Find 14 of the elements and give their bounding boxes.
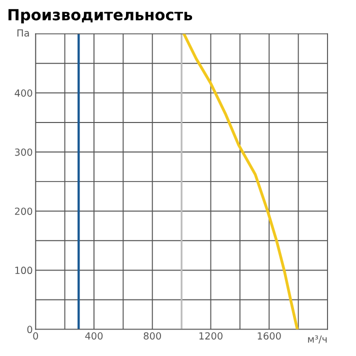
y-tick-label: 0 <box>27 326 32 334</box>
y-tick-label: 400 <box>14 89 32 97</box>
y-axis-title: Па <box>17 29 29 37</box>
x-axis-title: м³/ч <box>308 335 327 344</box>
chart-title: Производительность <box>8 9 192 24</box>
x-tick-label: 400 <box>85 332 103 340</box>
x-tick-label: 800 <box>144 332 161 340</box>
y-tick-label: 200 <box>14 208 32 215</box>
y-tick-label: 300 <box>15 148 32 156</box>
x-tick-label: 1200 <box>199 332 222 340</box>
line-series <box>182 34 299 330</box>
y-tick-label: 100 <box>15 266 32 274</box>
x-tick-label: 0 <box>33 332 38 340</box>
x-tick-label: 1600 <box>258 332 281 340</box>
